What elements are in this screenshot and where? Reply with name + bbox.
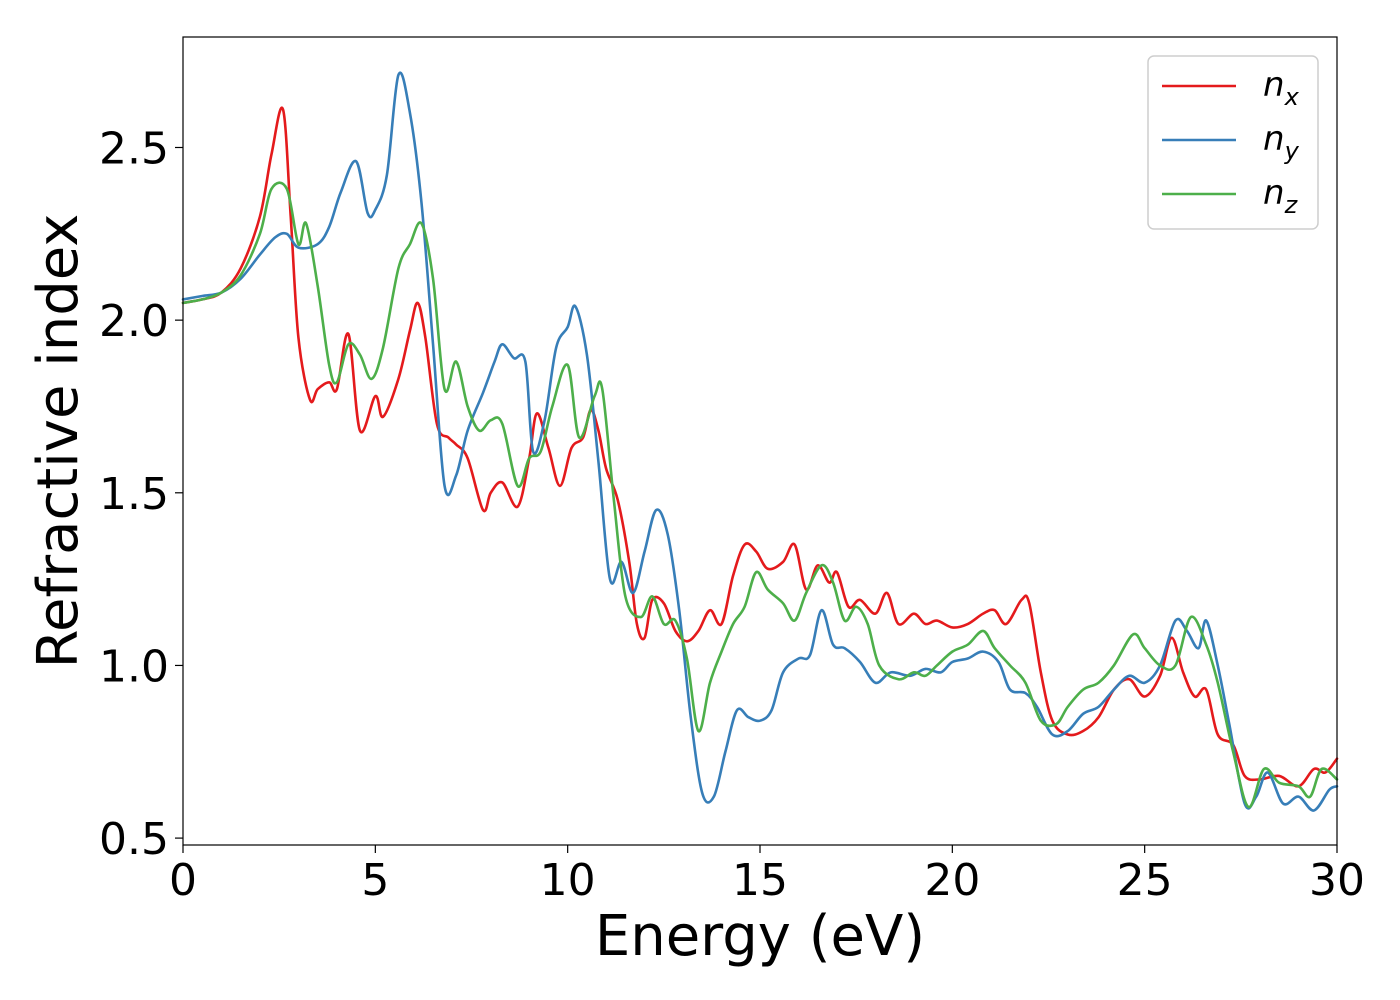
x-tick-label: 15 [732,855,788,906]
legend-label-x: nx [1263,65,1300,111]
y-tick-label: 0.5 [99,814,169,865]
x-axis: 0 5 10 15 20 25 30 [169,845,1365,906]
x-tick-label: 25 [1117,855,1173,906]
y-axis-title: Refractive index [26,214,91,669]
y-tick-label: 1.5 [99,469,169,520]
x-tick-label: 20 [924,855,980,906]
legend-subscript: y [1284,137,1300,165]
x-tick-label: 30 [1309,855,1365,906]
y-tick-label: 1.0 [99,641,169,692]
legend-subscript: x [1284,83,1300,111]
series-layer [181,71,1339,812]
x-tick-label: 5 [361,855,389,906]
series-line-z [181,181,1339,809]
y-tick-label: 2.5 [99,123,169,174]
y-axis: 0.5 1.0 1.5 2.0 2.5 [99,123,183,865]
x-axis-title: Energy (eV) [595,904,925,969]
legend-box [1147,55,1319,230]
legend-subscript: z [1284,191,1299,219]
series-line-y [181,71,1339,812]
x-tick-label: 10 [540,855,596,906]
y-tick-label: 2.0 [99,296,169,347]
x-tick-label: 0 [169,855,197,906]
legend-label-y: ny [1263,119,1300,165]
